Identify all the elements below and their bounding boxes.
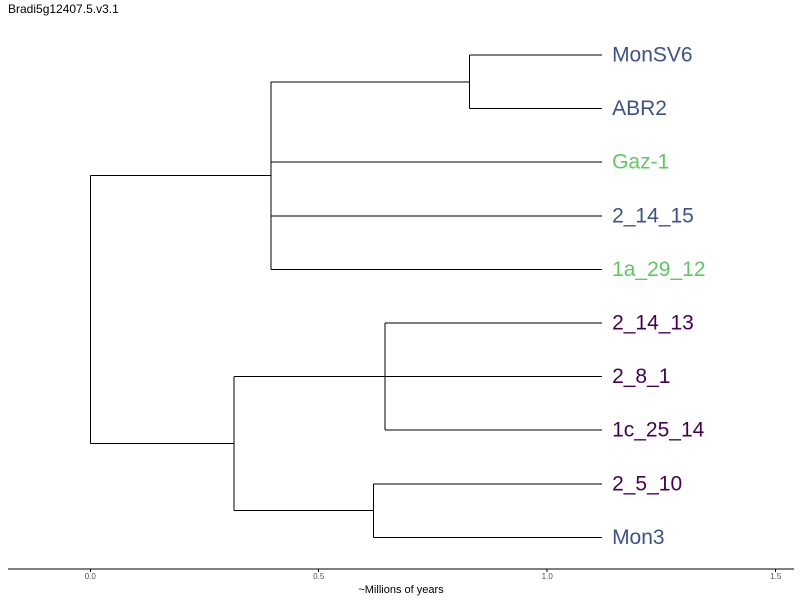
tip-label: 2_5_10 [612, 472, 682, 495]
x-tick-label: 1.0 [542, 572, 554, 581]
chart-title: Bradi5g12407.5.v3.1 [8, 2, 119, 16]
x-tick-label: 0.5 [313, 572, 325, 581]
tip-label: 1c_25_14 [612, 419, 705, 442]
tip-label: MonSV6 [612, 44, 693, 67]
tree-branches [89, 54, 603, 538]
tip-labels: MonSV6 ABR2 Gaz-1 2_14_15 1a_29_12 2_14_13 2_8… [612, 44, 705, 549]
tip-label: 2_14_15 [612, 204, 694, 227]
tip-label: Gaz-1 [612, 151, 669, 174]
x-tick-label: 0.0 [85, 572, 97, 581]
tip-label: 1a_29_12 [612, 258, 705, 281]
tip-label: 2_14_13 [612, 312, 694, 335]
x-axis-title: ~Millions of years [358, 584, 444, 596]
tip-label: 2_8_1 [612, 365, 670, 388]
tip-label: Mon3 [612, 526, 665, 549]
x-axis: 0.0 0.5 1.0 1.5 ~Millions of years [8, 568, 794, 596]
x-tick-label: 1.5 [770, 572, 782, 581]
tip-label: ABR2 [612, 97, 667, 120]
